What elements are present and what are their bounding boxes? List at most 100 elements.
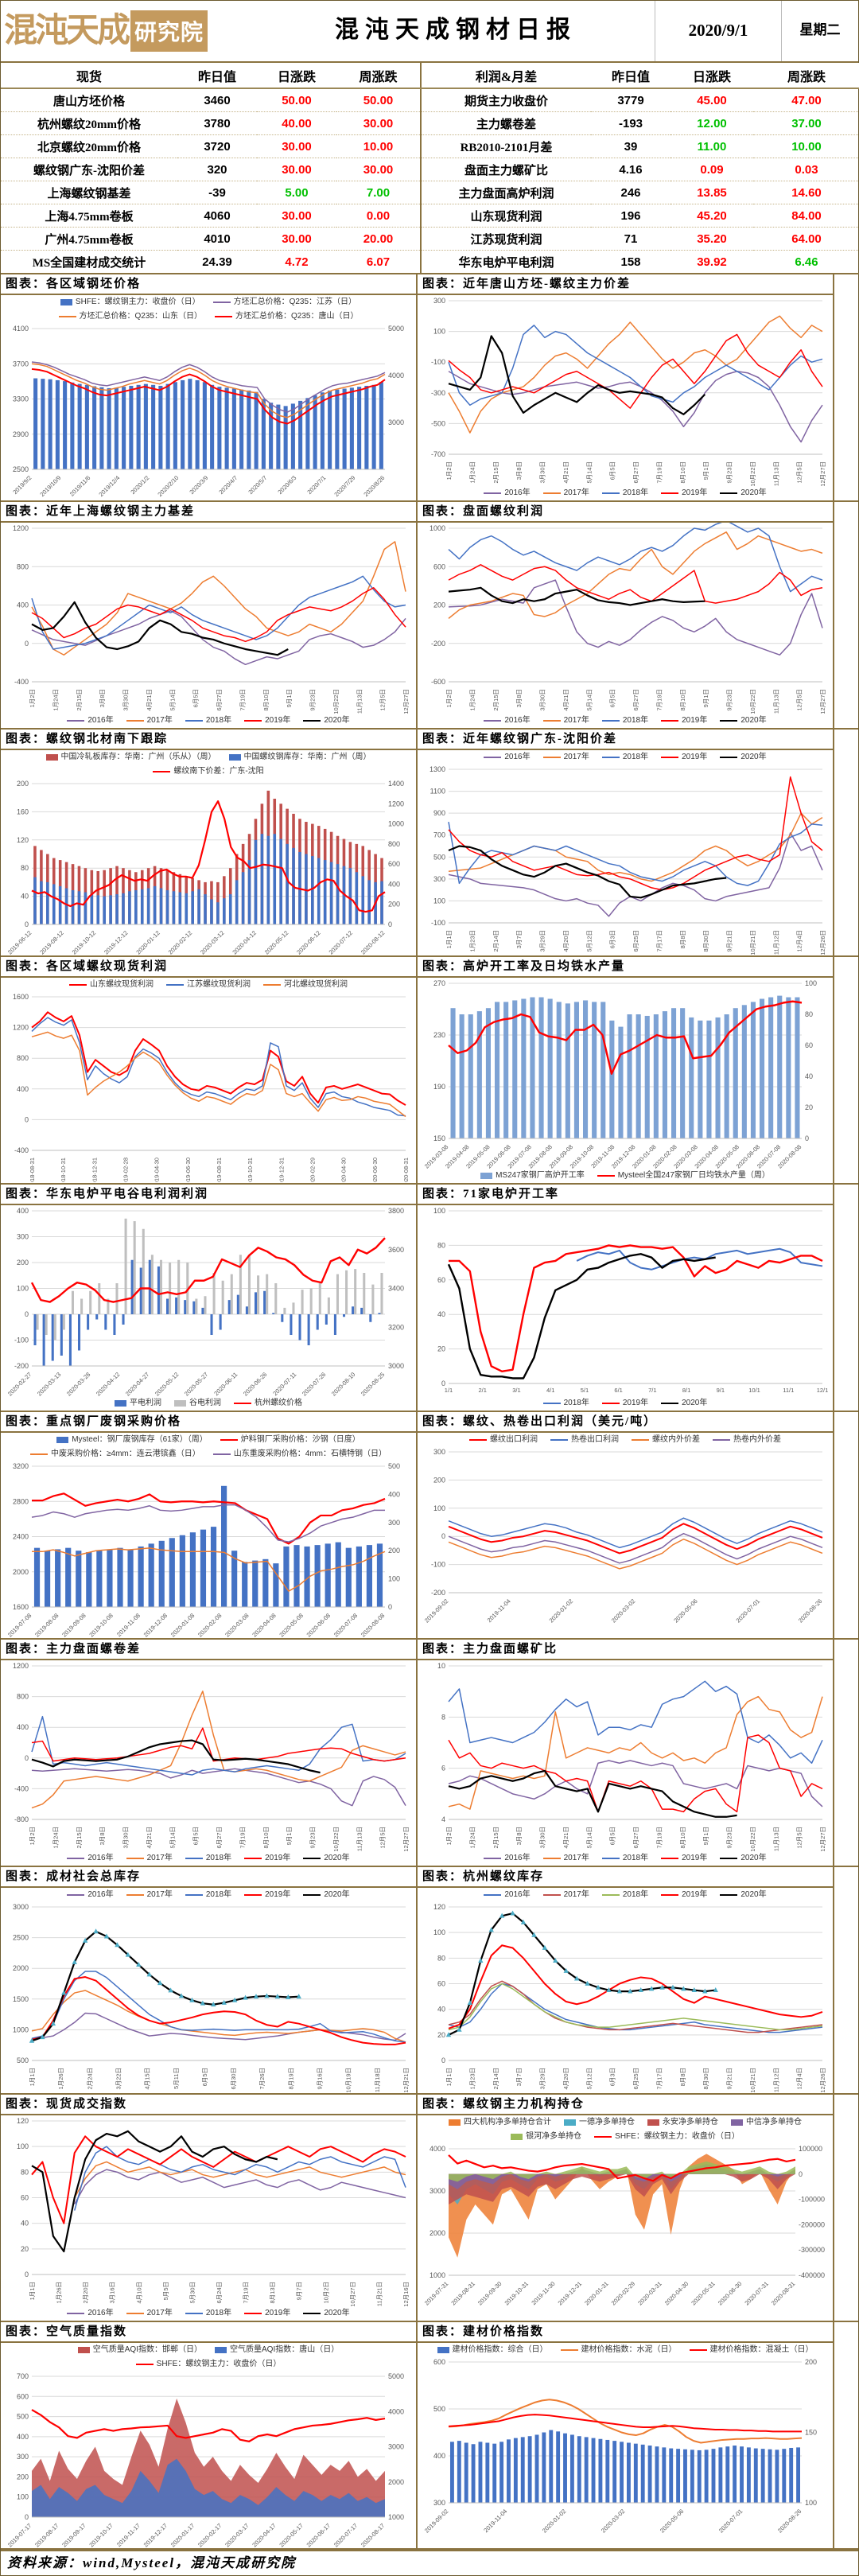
svg-text:2020-03-12: 2020-03-12 (199, 929, 225, 955)
legend-swatch-icon (632, 1438, 649, 1441)
legend-swatch-icon (303, 1893, 321, 1896)
svg-text:3月8日: 3月8日 (515, 461, 523, 480)
table-cell: 6.07 (366, 255, 391, 269)
chart-c9l: 图表：现货成交指数 120 100 80 60 40 20 0 1月1日 1月26日 2月20日 3月… (1, 2095, 418, 2321)
legend-swatch-icon (185, 719, 203, 722)
legend-swatch-icon (480, 1172, 493, 1179)
svg-text:40: 40 (805, 1072, 813, 1080)
legend-item: 2020年 (720, 750, 767, 764)
svg-text:10月22日: 10月22日 (749, 1827, 756, 1851)
svg-text:40: 40 (21, 893, 29, 901)
svg-text:11月13日: 11月13日 (772, 1827, 779, 1851)
right-margin-strip (834, 1640, 858, 1866)
svg-text:60: 60 (805, 1041, 813, 1049)
chart-title: 图表：各区域螺纹现货利润 (1, 957, 416, 978)
chart-legend: Mysteel：钢厂废钢库存（61家）（周） 炉料钢厂采购价格：沙钢（日度） 中废采… (2, 1433, 415, 1461)
chart-legend: 山东螺纹现货利润 江苏螺纹现货利润 河北螺纹现货利润 (2, 978, 415, 991)
svg-text:2月20日: 2月20日 (82, 2282, 89, 2304)
chart-legend: 2016年 2017年 2018年 2019年 2020年 (2, 1851, 415, 1865)
svg-text:2020-01-02: 2020-01-02 (548, 1597, 574, 1623)
svg-text:2020-08-08: 2020-08-08 (360, 1612, 386, 1637)
svg-text:60: 60 (437, 1980, 445, 1988)
table-cell: 杭州螺纹20mm价格 (1, 111, 177, 135)
svg-text:400: 400 (17, 601, 29, 609)
svg-text:1月26日: 1月26日 (56, 2282, 63, 2304)
svg-text:2019-11-04: 2019-11-04 (482, 2508, 508, 2533)
svg-text:2020-03-13: 2020-03-13 (36, 1371, 62, 1396)
legend-label: 2019年 (265, 1854, 291, 1862)
svg-text:100: 100 (805, 2499, 817, 2507)
svg-text:2020-06-26: 2020-06-26 (242, 1371, 268, 1396)
chart-title: 图表：螺纹钢北材南下跟踪 (1, 730, 416, 750)
svg-text:300: 300 (388, 1519, 400, 1527)
table-cell: 上海螺纹钢基差 (1, 181, 177, 204)
svg-text:5/1: 5/1 (581, 1387, 589, 1394)
chart-body: 1000 600 200 -200 -600 1月2日 1月24日 2月15日 3月8日 3月30… (418, 523, 833, 728)
svg-text:-400: -400 (14, 1784, 29, 1792)
svg-text:2019-11-08: 2019-11-08 (115, 1612, 142, 1637)
svg-text:9月23日: 9月23日 (309, 1827, 317, 1849)
svg-text:0: 0 (799, 2170, 803, 2178)
svg-text:3月29日: 3月29日 (539, 930, 546, 952)
legend-label: 2020年 (740, 716, 767, 725)
chart-body: 10 8 6 4 1月2日 1月24日 2月15日 3月8日 3月30日 4月21日 5月14日 6月… (418, 1660, 833, 1866)
chart-title: 图表：各区域钢坯价格 (1, 274, 416, 295)
svg-text:200: 200 (388, 901, 400, 909)
legend-item: 建材价格指数：混凝土（日） (689, 2343, 814, 2356)
legend-label: 银河净多单持仓 (526, 2132, 582, 2141)
table-cell: 320 (177, 158, 257, 181)
svg-text:9月21日: 9月21日 (726, 2068, 733, 2090)
chart-c7r: 图表：主力盘面螺矿比 10 8 6 4 1月2日 1月24日 2月15日 3月8日 3月30日 4月… (418, 1640, 834, 1866)
svg-text:5月14日: 5月14日 (169, 1827, 176, 1849)
svg-text:-200000: -200000 (799, 2220, 825, 2228)
legend-label: 2019年 (682, 716, 708, 725)
table-cell: 13.85 (670, 181, 753, 204)
svg-text:0: 0 (25, 1310, 29, 1318)
legend-label: 2018年 (622, 1890, 649, 1899)
svg-text:2020-08-10: 2020-08-10 (330, 1371, 356, 1396)
svg-text:2020-02-27: 2020-02-27 (6, 1371, 33, 1396)
legend-swatch-icon (115, 1399, 126, 1407)
svg-text:500: 500 (17, 2057, 29, 2064)
svg-text:1000: 1000 (13, 2025, 29, 2033)
legend-swatch-icon (60, 298, 72, 305)
legend-item: 建材价格指数：综合（日） (437, 2343, 548, 2356)
svg-text:2月15日: 2月15日 (76, 689, 83, 711)
chart-row: 图表：各区域螺纹现货利润 山东螺纹现货利润 江苏螺纹现货利润 河北螺纹现货利润 1600… (1, 957, 858, 1185)
chart-c10r: 图表：建材价格指数 建材价格指数：综合（日） 建材价格指数：水泥（日） 建材价格指数：… (418, 2322, 834, 2548)
legend-swatch-icon (215, 315, 232, 317)
svg-text:7月19日: 7月19日 (655, 1827, 663, 1849)
legend-item: 2020年 (661, 1396, 707, 1410)
svg-text:10月2日: 10月2日 (322, 2282, 329, 2304)
svg-text:3月7日: 3月7日 (515, 2068, 523, 2086)
svg-text:2020-07-11: 2020-07-11 (271, 1371, 297, 1396)
svg-text:1/1: 1/1 (445, 1387, 453, 1394)
legend-item: 中信净多单持仓 (731, 2115, 802, 2129)
legend-swatch-icon (126, 1857, 144, 1859)
svg-text:2020-02-12: 2020-02-12 (167, 929, 193, 955)
chart-body: 山东螺纹现货利润 江苏螺纹现货利润 河北螺纹现货利润 1600 1200 800 400 0 -… (1, 978, 416, 1183)
legend-item: 热卷出口利润 (550, 1433, 619, 1446)
svg-text:2020/7/29: 2020/7/29 (332, 474, 356, 498)
legend-swatch-icon (661, 492, 679, 494)
legend-label: 2020年 (740, 753, 767, 761)
table-cell: 3779 (591, 88, 670, 112)
table-row: 上海4.75mm卷板 4060 30.00 0.00 山东现货利润 196 45.20 84.… (1, 204, 859, 228)
chart-c4l: 图表：各区域螺纹现货利润 山东螺纹现货利润 江苏螺纹现货利润 河北螺纹现货利润 1600… (1, 957, 418, 1183)
report-weekday: 星期二 (781, 1, 858, 61)
svg-text:2000: 2000 (430, 2229, 445, 2237)
table-cell: RB2010-2101月差 (420, 134, 591, 158)
legend-label: 2018年 (622, 1854, 649, 1862)
svg-text:12月5日: 12月5日 (796, 1827, 803, 1849)
svg-text:9月1日: 9月1日 (702, 689, 709, 707)
chart-body: 300 100 -100 -300 -500 -700 1月2日 1月24日 2月15日 3月8日… (418, 295, 833, 500)
svg-text:3/1: 3/1 (512, 1387, 520, 1394)
svg-text:1月2日: 1月2日 (445, 461, 453, 480)
legend-swatch-icon (244, 1893, 262, 1896)
legend-swatch-icon (720, 1893, 738, 1896)
legend-swatch-icon (542, 492, 561, 494)
legend-label: 2020年 (740, 1890, 767, 1899)
svg-text:2020-04-30: 2020-04-30 (340, 1158, 348, 1182)
